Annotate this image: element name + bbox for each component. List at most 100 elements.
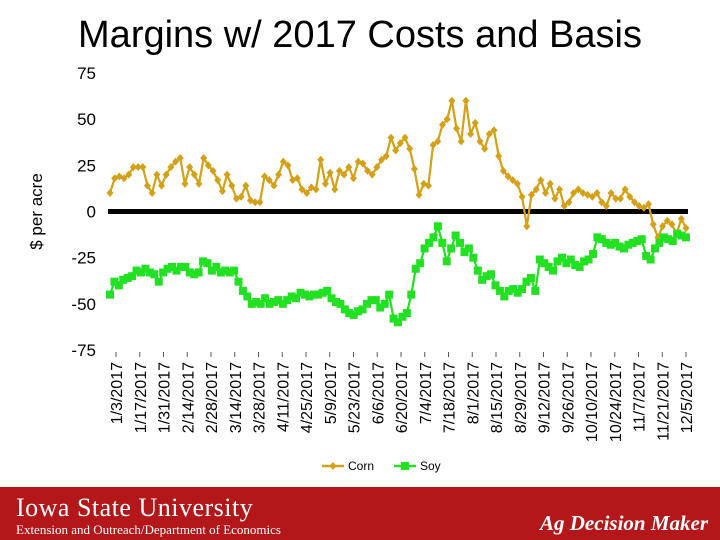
corn-point [481, 144, 489, 153]
x-tick-label: 9/12/2017 [537, 362, 554, 433]
y-axis-label: $ per acre [27, 173, 46, 250]
corn-point [682, 224, 690, 233]
x-tick-label: 8/1/2017 [465, 362, 482, 424]
soy-point [185, 268, 194, 277]
margins-chart: 75 50 25 0 -25 -50 -75 1/3/2017 1/17/2017 1/31/2… [27, 64, 696, 473]
soy-point [265, 299, 274, 308]
corn-point [345, 163, 353, 172]
corn-point [153, 170, 161, 179]
x-tick-label: 11/7/2017 [632, 362, 649, 432]
soy-point [619, 244, 628, 253]
corn-point [120, 174, 128, 183]
soy-point [668, 237, 677, 246]
corn-point [396, 139, 404, 148]
corn-point [513, 179, 521, 188]
soy-point [646, 255, 655, 264]
x-axis: 1/3/2017 1/17/2017 1/31/2017 2/14/2017 2/28/… [109, 352, 696, 442]
soy-point [487, 270, 496, 279]
soy-point [562, 259, 571, 268]
y-tick-label: 0 [87, 203, 96, 222]
corn-point [218, 187, 226, 196]
corn-point [504, 172, 512, 181]
x-tick-label: 7/4/2017 [418, 362, 435, 424]
soy-point [673, 229, 682, 238]
soy-point [371, 296, 380, 305]
corn-point [181, 179, 189, 188]
corn-point [359, 159, 367, 168]
corn-point [612, 194, 620, 203]
corn-point [303, 189, 311, 198]
soy-point [407, 290, 416, 299]
corn-point [368, 170, 376, 179]
soy-point [274, 296, 283, 305]
corn-point [546, 179, 554, 188]
soy-point [478, 275, 487, 284]
x-tick-label: 1/3/2017 [109, 362, 126, 424]
soy-point [411, 264, 420, 273]
soy-point [172, 266, 181, 275]
corn-point [190, 170, 198, 179]
corn-point [467, 129, 475, 138]
corn-point [453, 124, 461, 133]
soy-point [624, 240, 633, 249]
corn-point [209, 166, 217, 175]
soy-point [544, 262, 553, 271]
soy-point [602, 238, 611, 247]
soy-point [606, 240, 615, 249]
soy-point [269, 297, 278, 306]
corn-point [518, 192, 526, 201]
y-tick-label: -50 [71, 295, 96, 314]
corn-point [139, 163, 147, 172]
soy-point [314, 290, 323, 299]
soy-point [491, 281, 500, 290]
corn-point [406, 144, 414, 153]
corn-point [275, 170, 283, 179]
corn-point [527, 190, 535, 199]
soy-point [433, 222, 442, 231]
soy-point [199, 257, 208, 266]
soy-point [221, 266, 230, 275]
soy-point [442, 257, 451, 266]
corn-point [134, 163, 142, 172]
soy-point [633, 237, 642, 246]
x-tick-label: 1/17/2017 [133, 362, 150, 433]
soy-point [331, 297, 340, 306]
corn-point [630, 198, 638, 207]
soy-point [655, 238, 664, 247]
soy-point [429, 233, 438, 242]
soy-point [460, 248, 469, 257]
corn-point [223, 170, 231, 179]
soy-point [119, 275, 128, 284]
soy-point [123, 273, 132, 282]
footer-banner: Iowa State University Extension and Outr… [0, 487, 720, 540]
corn-point [570, 189, 578, 198]
corn-point [298, 185, 306, 194]
soy-point [637, 235, 646, 244]
corn-point [392, 146, 400, 155]
corn-point [640, 203, 648, 212]
soy-point [513, 288, 522, 297]
soy-point [540, 259, 549, 268]
soy-point [305, 292, 314, 301]
corn-point [626, 192, 634, 201]
soy-point [261, 294, 270, 303]
soy-point [340, 305, 349, 314]
corn-legend-label: Corn [348, 459, 374, 473]
x-tick-label: 10/24/2017 [608, 362, 625, 442]
soy-point [141, 264, 150, 273]
corn-point [373, 163, 381, 172]
corn-point [649, 220, 657, 229]
x-tick-label: 9/26/2017 [560, 362, 577, 433]
corn-point [340, 170, 348, 179]
soy-point [469, 253, 478, 262]
soy-point [345, 309, 354, 318]
corn-point [242, 181, 250, 190]
department-text: Extension and Outreach/Department of Eco… [16, 522, 281, 537]
soy-point [300, 290, 309, 299]
corn-point [616, 194, 624, 203]
soy-point [402, 309, 411, 318]
soy-point [420, 244, 429, 253]
corn-point [378, 155, 386, 164]
soy-point [398, 312, 407, 321]
corn-point [335, 166, 343, 175]
